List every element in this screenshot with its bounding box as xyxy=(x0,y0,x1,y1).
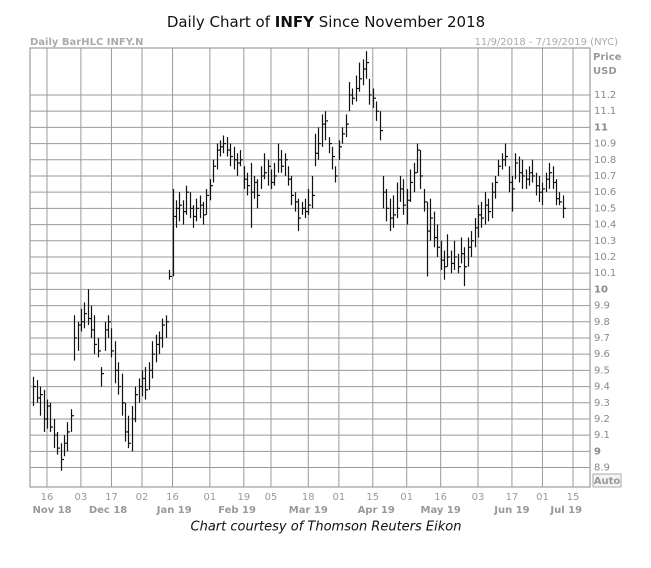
right-header: 11/9/2018 - 7/19/2019 (NYC) xyxy=(474,37,618,48)
month-label: Feb 19 xyxy=(218,505,256,516)
x-tick-label: 18 xyxy=(302,492,315,503)
y-tick-label: 9.6 xyxy=(594,349,610,360)
y-tick-label: 9.4 xyxy=(594,382,610,393)
month-label: Mar 19 xyxy=(289,505,328,516)
y-tick-label: 10 xyxy=(594,284,608,295)
y-tick-label: 9.7 xyxy=(594,333,610,344)
x-tick-label: 16 xyxy=(434,492,447,503)
month-label: Jan 19 xyxy=(156,505,192,516)
y-tick-label: 10.4 xyxy=(594,220,616,231)
y-tick-label: 9.5 xyxy=(594,365,610,376)
month-label: Jul 19 xyxy=(549,505,582,516)
y-tick-label: 10.7 xyxy=(594,171,616,182)
chart-title: Daily Chart of INFY Since November 2018 xyxy=(167,13,485,31)
x-tick-label: 05 xyxy=(265,492,278,503)
title-ticker: INFY xyxy=(275,13,315,31)
title-suffix: Since November 2018 xyxy=(314,13,485,31)
x-tick-label: 16 xyxy=(166,492,179,503)
month-label: Jun 19 xyxy=(493,505,529,516)
axis-mode-box[interactable] xyxy=(592,473,622,488)
y-tick-label: 11.2 xyxy=(594,90,616,101)
y-tick-label: 10.3 xyxy=(594,236,616,247)
y-tick-label: 9.1 xyxy=(594,430,610,441)
y-tick-label: 10.9 xyxy=(594,139,616,150)
x-tick-label: 15 xyxy=(366,492,379,503)
month-label: Apr 19 xyxy=(358,505,395,516)
x-tick-label: 16 xyxy=(41,492,54,503)
x-tick-label: 01 xyxy=(400,492,413,503)
x-tick-label: 17 xyxy=(506,492,519,503)
y-tick-label: 9.9 xyxy=(594,301,610,312)
x-tick-label: 15 xyxy=(567,492,580,503)
y-tick-label: 10.5 xyxy=(594,203,616,214)
month-label: Dec 18 xyxy=(89,505,127,516)
x-tick-label: 01 xyxy=(536,492,549,503)
y-tick-label: 10.6 xyxy=(594,187,616,198)
x-tick-label: 03 xyxy=(75,492,88,503)
title-prefix: Daily Chart of xyxy=(167,13,275,31)
axis-mode[interactable]: Auto xyxy=(594,476,621,487)
x-tick-label: 02 xyxy=(136,492,149,503)
y-tick-label: 9 xyxy=(594,446,601,457)
y-tick-label: 9.3 xyxy=(594,398,610,409)
y-tick-label: 9.8 xyxy=(594,317,610,328)
y-tick-label: 8.9 xyxy=(594,463,610,474)
left-header: Daily BarHLC INFY.N xyxy=(30,37,143,48)
x-tick-label: 01 xyxy=(204,492,217,503)
axis-label: Price xyxy=(593,52,622,63)
y-tick-label: 11 xyxy=(594,122,608,133)
y-tick-label: 11.1 xyxy=(594,106,616,117)
plot-frame xyxy=(29,47,591,488)
footer: Chart courtesy of Thomson Reuters Eikon xyxy=(191,520,462,535)
y-tick-label: 10.1 xyxy=(594,268,616,279)
x-tick-label: 17 xyxy=(105,492,118,503)
y-tick-label: 10.2 xyxy=(594,252,616,263)
y-tick-label: 10.8 xyxy=(594,155,616,166)
x-tick-label: 19 xyxy=(237,492,250,503)
x-tick-label: 01 xyxy=(332,492,345,503)
y-tick-label: 9.2 xyxy=(594,414,610,425)
month-label: May 19 xyxy=(421,505,461,516)
month-label: Nov 18 xyxy=(32,505,71,516)
x-tick-label: 03 xyxy=(472,492,485,503)
axis-unit: USD xyxy=(593,66,617,77)
